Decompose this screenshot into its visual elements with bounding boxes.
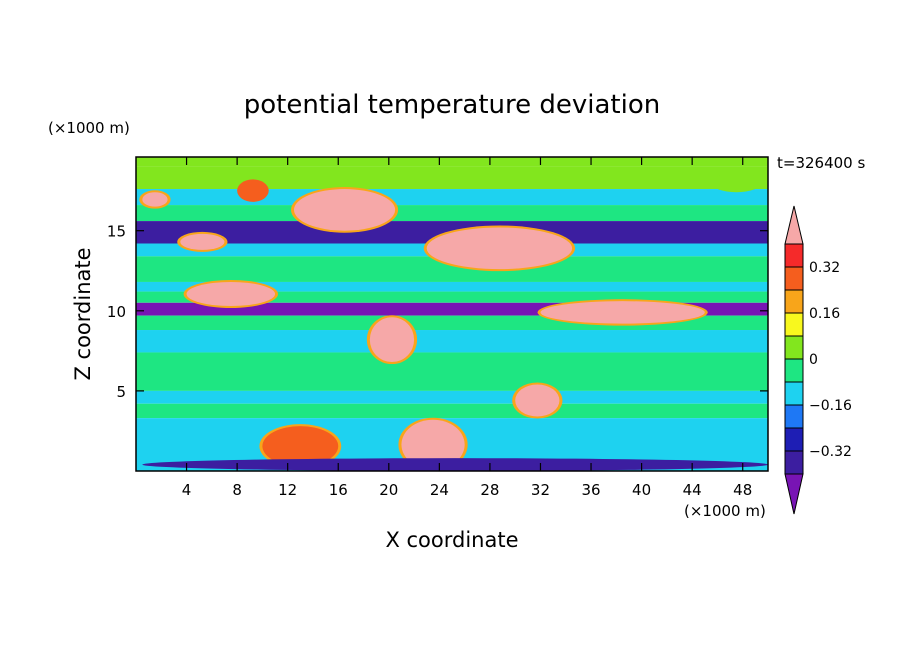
colorbar-tick-label: 0.32 bbox=[809, 260, 840, 276]
y-unit-label: (×1000 m) bbox=[48, 119, 130, 137]
x-tick-label: 8 bbox=[232, 481, 242, 499]
colorbar-tick-label: −0.32 bbox=[809, 444, 852, 460]
colorbar-band bbox=[784, 289, 804, 314]
colorbar-tick-label: −0.16 bbox=[809, 398, 852, 414]
feature-5 bbox=[186, 281, 276, 306]
feature-12 bbox=[711, 173, 762, 193]
colorbar-band bbox=[784, 358, 804, 383]
contour-layer-8 bbox=[136, 291, 768, 303]
y-tick-label: 10 bbox=[107, 303, 126, 321]
contour-field bbox=[136, 157, 768, 471]
x-unit-label: (×1000 m) bbox=[684, 502, 766, 520]
contour-layer-1 bbox=[136, 166, 768, 190]
feature-2 bbox=[294, 189, 396, 231]
feature-1 bbox=[237, 179, 269, 202]
contour-layer-11 bbox=[136, 330, 768, 353]
x-tick-label: 48 bbox=[733, 481, 752, 499]
x-tick-label: 16 bbox=[329, 481, 348, 499]
x-tick-label: 40 bbox=[632, 481, 651, 499]
y-axis-ticks: 5 10 15 bbox=[107, 223, 768, 401]
x-tick-label: 28 bbox=[480, 481, 499, 499]
colorbar-band bbox=[784, 266, 804, 291]
colorbar-band bbox=[784, 335, 804, 360]
x-tick-label: 24 bbox=[430, 481, 449, 499]
feature-11 bbox=[142, 458, 768, 471]
colorbar-band bbox=[784, 404, 804, 429]
contour-layer-7 bbox=[136, 281, 768, 292]
y-axis-label: Z coordinate bbox=[71, 247, 95, 380]
contour-layer-3 bbox=[136, 205, 768, 222]
colorbar: 0.32 0.16 0 −0.16 −0.32 bbox=[784, 205, 852, 515]
colorbar-band bbox=[784, 312, 804, 337]
colorbar-tick-label: 0.16 bbox=[809, 306, 840, 322]
y-tick-label: 15 bbox=[107, 223, 126, 241]
x-tick-label: 4 bbox=[182, 481, 192, 499]
colorbar-band bbox=[784, 450, 804, 475]
x-axis-label: X coordinate bbox=[385, 528, 518, 552]
feature-8 bbox=[515, 384, 560, 417]
y-tick-label: 5 bbox=[116, 383, 126, 401]
colorbar-band bbox=[784, 243, 804, 268]
x-tick-label: 36 bbox=[581, 481, 600, 499]
x-tick-label: 44 bbox=[683, 481, 702, 499]
colorbar-band bbox=[784, 427, 804, 452]
time-label: t=326400 s bbox=[777, 154, 865, 172]
colorbar-band-top bbox=[784, 205, 804, 245]
x-tick-label: 20 bbox=[379, 481, 398, 499]
feature-4 bbox=[426, 227, 573, 270]
contour-layer-2 bbox=[136, 189, 768, 206]
feature-6 bbox=[540, 301, 705, 324]
x-axis-ticks: 4 8 12 16 20 24 28 32 36 40 44 48 bbox=[182, 157, 752, 499]
feature-9 bbox=[401, 419, 465, 470]
contour-layer-13 bbox=[136, 390, 768, 404]
chart-title: potential temperature deviation bbox=[244, 90, 660, 120]
plot-frame bbox=[135, 156, 769, 472]
x-tick-label: 32 bbox=[531, 481, 550, 499]
feature-3 bbox=[180, 233, 225, 250]
feature-7 bbox=[369, 317, 415, 363]
contour-layer-14 bbox=[136, 403, 768, 419]
colorbar-band-bottom bbox=[784, 473, 804, 515]
feature-10 bbox=[262, 426, 339, 467]
x-tick-label: 12 bbox=[278, 481, 297, 499]
contour-layer-12 bbox=[136, 352, 768, 391]
contour-layer-0 bbox=[136, 157, 768, 167]
feature-0 bbox=[142, 192, 168, 207]
colorbar-tick-label: 0 bbox=[809, 352, 818, 368]
colorbar-band bbox=[784, 381, 804, 406]
